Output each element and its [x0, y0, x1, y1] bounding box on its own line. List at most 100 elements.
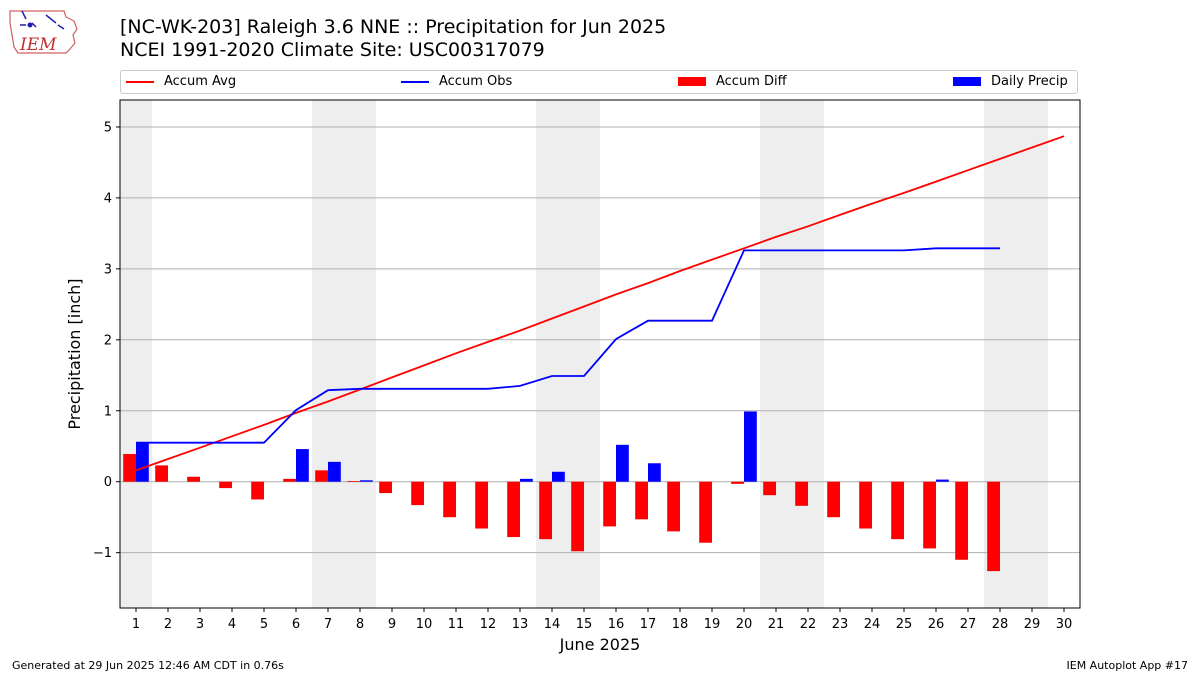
accum-diff-bar-17 — [635, 481, 648, 520]
accum-obs-line — [136, 247, 1000, 444]
legend-swatch-accum-diff — [678, 77, 706, 86]
legend-item-accum-obs: Accum Obs — [401, 74, 512, 90]
accum-diff-bar-21 — [763, 481, 776, 496]
y-tick-label: −1 — [93, 546, 112, 561]
accum-diff-bar-14 — [539, 481, 552, 540]
daily-precip-bar-20 — [744, 411, 757, 482]
x-tick-label: 11 — [448, 617, 465, 632]
lines — [135, 135, 1065, 472]
footer-generated: Generated at 29 Jun 2025 12:46 AM CDT in… — [12, 659, 284, 672]
accum-diff-bar-26 — [923, 481, 936, 549]
accum-diff-bar-16 — [603, 481, 616, 527]
iowa-outline-icon — [9, 10, 78, 54]
legend-label-accum-obs: Accum Obs — [439, 74, 513, 89]
y-axis-label: Precipitation [inch] — [65, 278, 84, 429]
x-tick-label: 10 — [416, 617, 433, 632]
x-tick-label: 13 — [512, 617, 529, 632]
legend-item-accum-avg: Accum Avg — [126, 74, 236, 90]
y-tick-label: 2 — [104, 333, 112, 348]
x-tick-label: 20 — [736, 617, 753, 632]
accum-diff-bar-20 — [731, 481, 744, 484]
daily-precip-bar-1 — [136, 442, 149, 482]
x-tick-label: 7 — [324, 617, 332, 632]
accum-avg-line — [135, 135, 1065, 472]
x-tick-label: 2 — [164, 617, 172, 632]
weather-dot-icon — [27, 22, 33, 28]
x-tick-label: 6 — [292, 617, 300, 632]
chart-title: [NC-WK-203] Raleigh 3.6 NNE :: Precipita… — [120, 16, 667, 38]
x-tick-label: 5 — [260, 617, 268, 632]
weekend-band-29 — [1016, 100, 1048, 608]
x-tick-label: 9 — [388, 617, 396, 632]
legend-item-daily-precip: Daily Precip — [953, 74, 1068, 90]
x-tick-label: 12 — [480, 617, 497, 632]
chart-subtitle: NCEI 1991-2020 Climate Site: USC00317079 — [120, 39, 545, 61]
x-tick-label: 24 — [864, 617, 881, 632]
x-tick-label: 25 — [896, 617, 913, 632]
legend-label-accum-diff: Accum Diff — [716, 74, 787, 89]
weekend-band-15 — [568, 100, 600, 608]
accum-diff-bar-1 — [123, 454, 136, 482]
weekend-shading — [120, 100, 1048, 608]
accum-diff-bar-27 — [955, 481, 968, 560]
accum-diff-bar-23 — [827, 481, 840, 518]
x-tick-label: 15 — [576, 617, 593, 632]
x-tick-label: 22 — [800, 617, 817, 632]
y-tick-label: 1 — [104, 404, 112, 419]
weekend-band-21 — [760, 100, 792, 608]
legend-item-accum-diff: Accum Diff — [678, 74, 787, 90]
accum-diff-bar-9 — [379, 481, 392, 494]
weekend-band-8 — [344, 100, 376, 608]
bars — [123, 411, 1000, 572]
daily-precip-bar-14 — [552, 471, 565, 482]
accum-diff-bar-24 — [859, 481, 872, 529]
daily-precip-bar-13 — [520, 478, 533, 482]
accum-diff-bar-12 — [475, 481, 488, 529]
x-tick-label: 26 — [928, 617, 945, 632]
x-tick-label: 1 — [132, 617, 140, 632]
daily-precip-bar-8 — [360, 480, 373, 482]
x-tick-label: 19 — [704, 617, 721, 632]
x-tick-label: 4 — [228, 617, 236, 632]
weekend-band-28 — [984, 100, 1016, 608]
legend-swatch-accum-obs — [401, 80, 429, 83]
y-tick-label: 0 — [104, 475, 112, 490]
legend: Accum Avg Accum Obs Accum Diff Daily Pre… — [120, 70, 1078, 94]
accum-diff-bar-8 — [347, 481, 360, 482]
accum-diff-bar-3 — [187, 476, 200, 482]
weekend-band-22 — [792, 100, 824, 608]
accum-diff-bar-28 — [987, 481, 1000, 572]
weekend-band-14 — [536, 100, 568, 608]
x-tick-label: 16 — [608, 617, 625, 632]
x-tick-label: 21 — [768, 617, 785, 632]
daily-precip-bar-17 — [648, 463, 661, 482]
accum-diff-bar-22 — [795, 481, 808, 506]
daily-precip-bar-16 — [616, 444, 629, 482]
legend-swatch-daily-precip — [953, 77, 981, 86]
x-tick-label: 14 — [544, 617, 561, 632]
x-axis-label: June 2025 — [559, 635, 641, 654]
iem-logo: IEM — [9, 10, 78, 55]
legend-label-daily-precip: Daily Precip — [991, 74, 1068, 89]
accum-diff-bar-2 — [155, 465, 168, 482]
accum-diff-bar-7 — [315, 470, 328, 482]
gridlines — [120, 126, 1080, 554]
daily-precip-bar-7 — [328, 461, 341, 482]
x-tick-label: 17 — [640, 617, 657, 632]
accum-diff-bar-15 — [571, 481, 584, 552]
accum-diff-bar-18 — [667, 481, 680, 532]
accum-diff-bar-10 — [411, 481, 424, 506]
y-tick-label: 3 — [104, 262, 112, 277]
weekend-band-1 — [120, 100, 152, 608]
legend-swatch-accum-avg — [126, 80, 154, 83]
daily-precip-bar-26 — [936, 479, 949, 482]
accum-diff-bar-6 — [283, 478, 296, 482]
weather-symbols-icon — [20, 10, 65, 30]
x-tick-label: 23 — [832, 617, 849, 632]
accum-diff-bar-25 — [891, 481, 904, 540]
accum-diff-bar-4 — [219, 481, 232, 489]
logo-text: IEM — [19, 35, 57, 55]
weekend-band-7 — [312, 100, 344, 608]
